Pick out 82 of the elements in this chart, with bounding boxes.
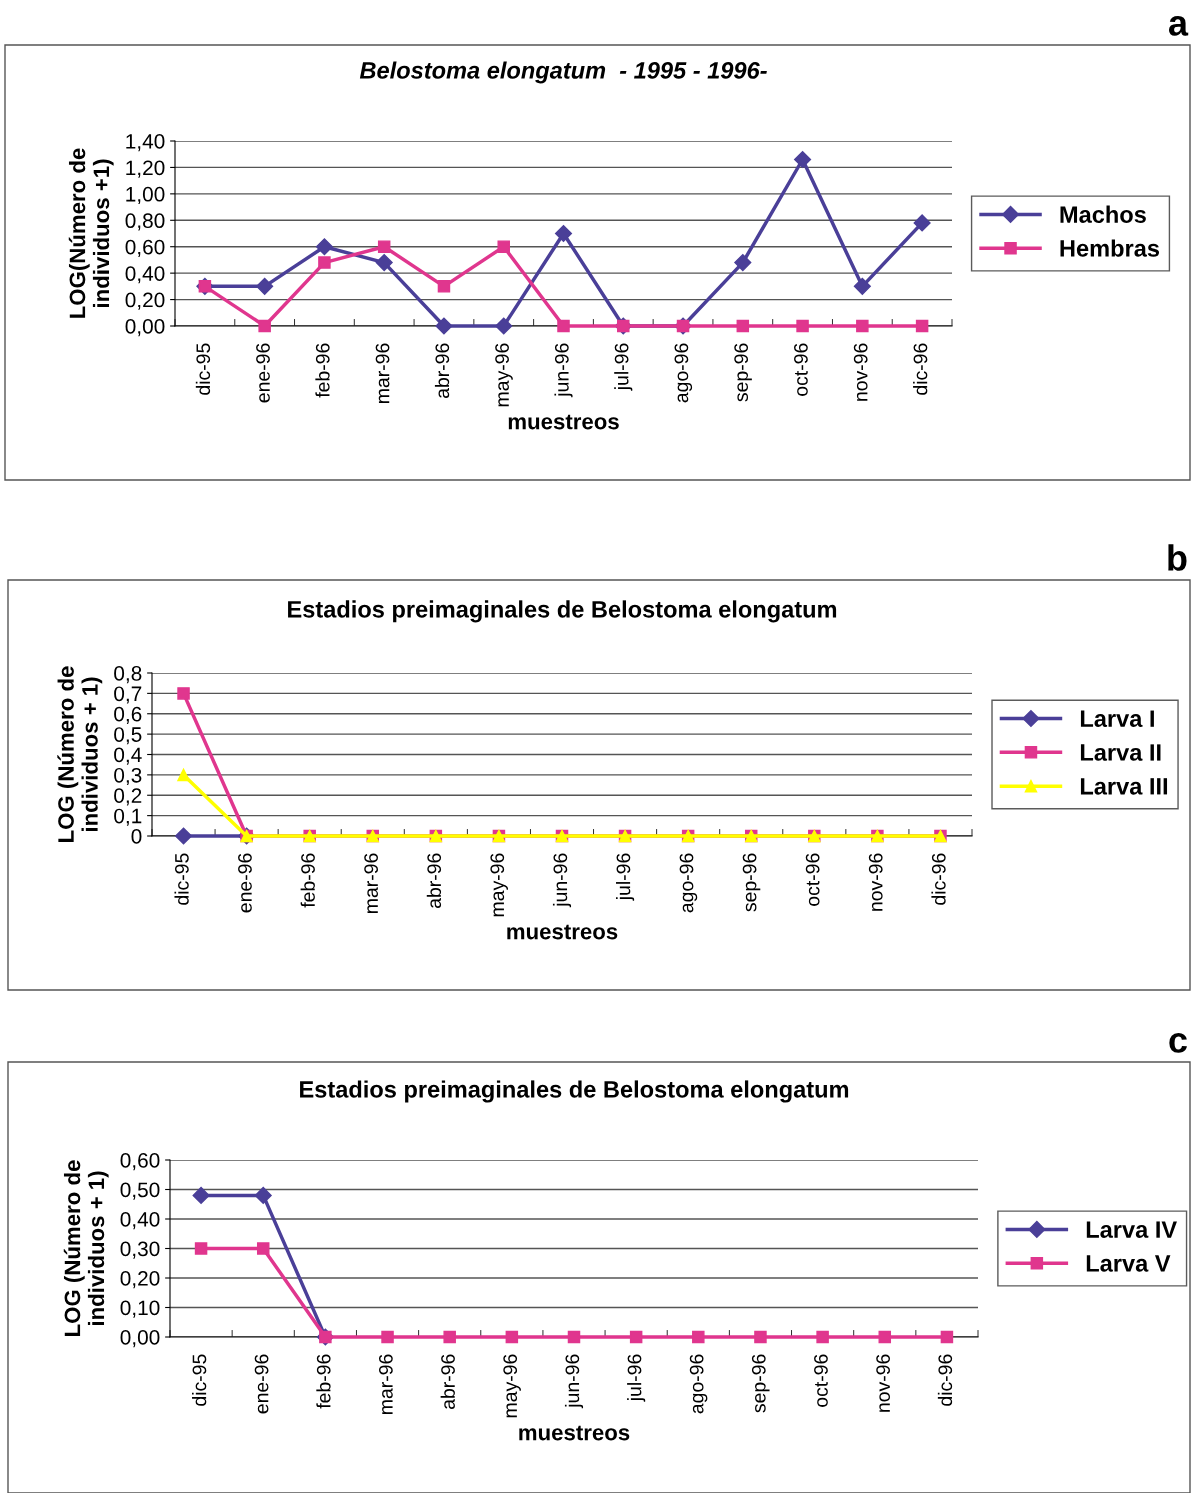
x-tick-label: feb-96 (300, 853, 315, 908)
x-axis-title: muestreos (507, 924, 618, 940)
x-tick-label: jul-96 (627, 1354, 646, 1402)
x-tick-label: nov-96 (868, 853, 883, 911)
x-tick-label: dic-96 (937, 1354, 953, 1406)
y-tick-label: 0,60 (125, 239, 165, 257)
x-tick-label: jul-96 (614, 343, 633, 391)
x-tick-label: feb-96 (316, 1354, 331, 1409)
x-tick-label: jun-96 (554, 343, 573, 398)
legend-label: Larva III (1080, 778, 1168, 795)
y-axis-title: LOG (Número de individuos + 1) (63, 1160, 109, 1336)
x-axis-title: muestreos (508, 414, 619, 430)
x-tick-label: dic-96 (913, 343, 928, 395)
y-tick-label: 0,5 (114, 727, 142, 745)
y-tick-label: 0,00 (120, 1330, 160, 1348)
y-tick-label: 0,20 (125, 292, 165, 310)
y-tick-label: 1,00 (126, 186, 165, 205)
text: c (1169, 1033, 1187, 1053)
y-tick-label: 0,20 (120, 1271, 160, 1289)
y-axis-title: LOG(Número de individuos +1) (68, 148, 114, 318)
x-tick-label: nov-96 (853, 343, 868, 401)
x-axis-title: muestreos (519, 1425, 630, 1441)
y-tick-label: 0 (131, 829, 142, 844)
y-tick-label: 0,6 (114, 706, 142, 724)
x-tick-label: abr-96 (434, 343, 450, 399)
x-tick-label: dic-96 (931, 853, 946, 905)
x-tick-label: sep-96 (742, 853, 761, 912)
x-tick-label: oct-96 (805, 853, 820, 906)
y-tick-label: 0,10 (120, 1300, 160, 1318)
x-tick-label: ene-96 (238, 853, 252, 913)
y-tick-label: 0,40 (125, 266, 165, 284)
legend-label: Larva V (1086, 1255, 1171, 1272)
y-tick-label: 0,30 (120, 1241, 160, 1259)
y-tick-label: 0,3 (114, 767, 142, 786)
x-tick-label: abr-96 (440, 1354, 455, 1410)
y-tick-label: 0,00 (125, 319, 165, 337)
legend-label: Hembras (1060, 239, 1160, 257)
y-tick-label: 1,40 (126, 134, 165, 152)
x-tick-label: dic-95 (192, 1354, 207, 1406)
x-tick-label: ago-96 (689, 1354, 708, 1414)
y-axis-title: LOG (Número de individuos + 1) (57, 666, 103, 842)
x-tick-label: may-96 (490, 853, 508, 917)
chart-title: Belostoma elongatum - 1995 - 1996- (359, 61, 767, 84)
y-tick-label: 0,2 (114, 788, 142, 806)
y-tick-label: 0,1 (114, 808, 142, 826)
chart-title: Estadios preimaginales de Belostoma elongatum (288, 600, 837, 623)
legend-label: Larva II (1080, 744, 1161, 761)
y-tick-label: 0,40 (120, 1212, 160, 1230)
text: a (1168, 16, 1189, 36)
x-tick-label: ene-96 (256, 343, 270, 403)
x-tick-label: may-96 (503, 1354, 521, 1418)
x-tick-label: oct-96 (814, 1354, 828, 1407)
x-tick-label: ene-96 (254, 1354, 269, 1414)
x-tick-label: mar-96 (364, 853, 378, 913)
legend-label: Machos (1060, 205, 1146, 223)
x-tick-label: jun-96 (564, 1354, 584, 1409)
x-tick-label: feb-96 (315, 343, 330, 398)
y-tick-label: 0,60 (120, 1153, 160, 1171)
y-tick-label: 0,4 (114, 747, 142, 765)
y-tick-label: 0,80 (125, 213, 165, 231)
legend-label: Larva I (1080, 710, 1154, 728)
chart-title: Estadios preimaginales de Belostoma elongatum (300, 1080, 849, 1103)
x-tick-label: sep-96 (751, 1354, 770, 1413)
x-tick-label: ago-96 (674, 343, 693, 403)
x-tick-label: nov-96 (876, 1354, 890, 1412)
x-tick-label: mar-96 (378, 1354, 393, 1414)
text: b (1168, 544, 1187, 571)
y-tick-label: 0,8 (114, 666, 142, 684)
x-tick-label: abr-96 (426, 853, 442, 909)
x-tick-label: jul-96 (616, 853, 635, 901)
y-tick-label: 0,7 (114, 686, 142, 704)
x-tick-label: mar-96 (375, 343, 390, 403)
x-tick-label: dic-95 (195, 343, 211, 395)
y-tick-label: 1,20 (126, 160, 165, 178)
x-tick-label: sep-96 (734, 343, 752, 402)
x-tick-label: ago-96 (679, 853, 698, 913)
y-tick-label: 0,50 (120, 1182, 160, 1200)
x-tick-label: jun-96 (552, 853, 572, 908)
x-tick-label: oct-96 (794, 343, 808, 396)
x-tick-label: may-96 (495, 343, 513, 407)
x-tick-label: dic-95 (174, 853, 189, 905)
legend-label: Larva IV (1086, 1221, 1177, 1238)
